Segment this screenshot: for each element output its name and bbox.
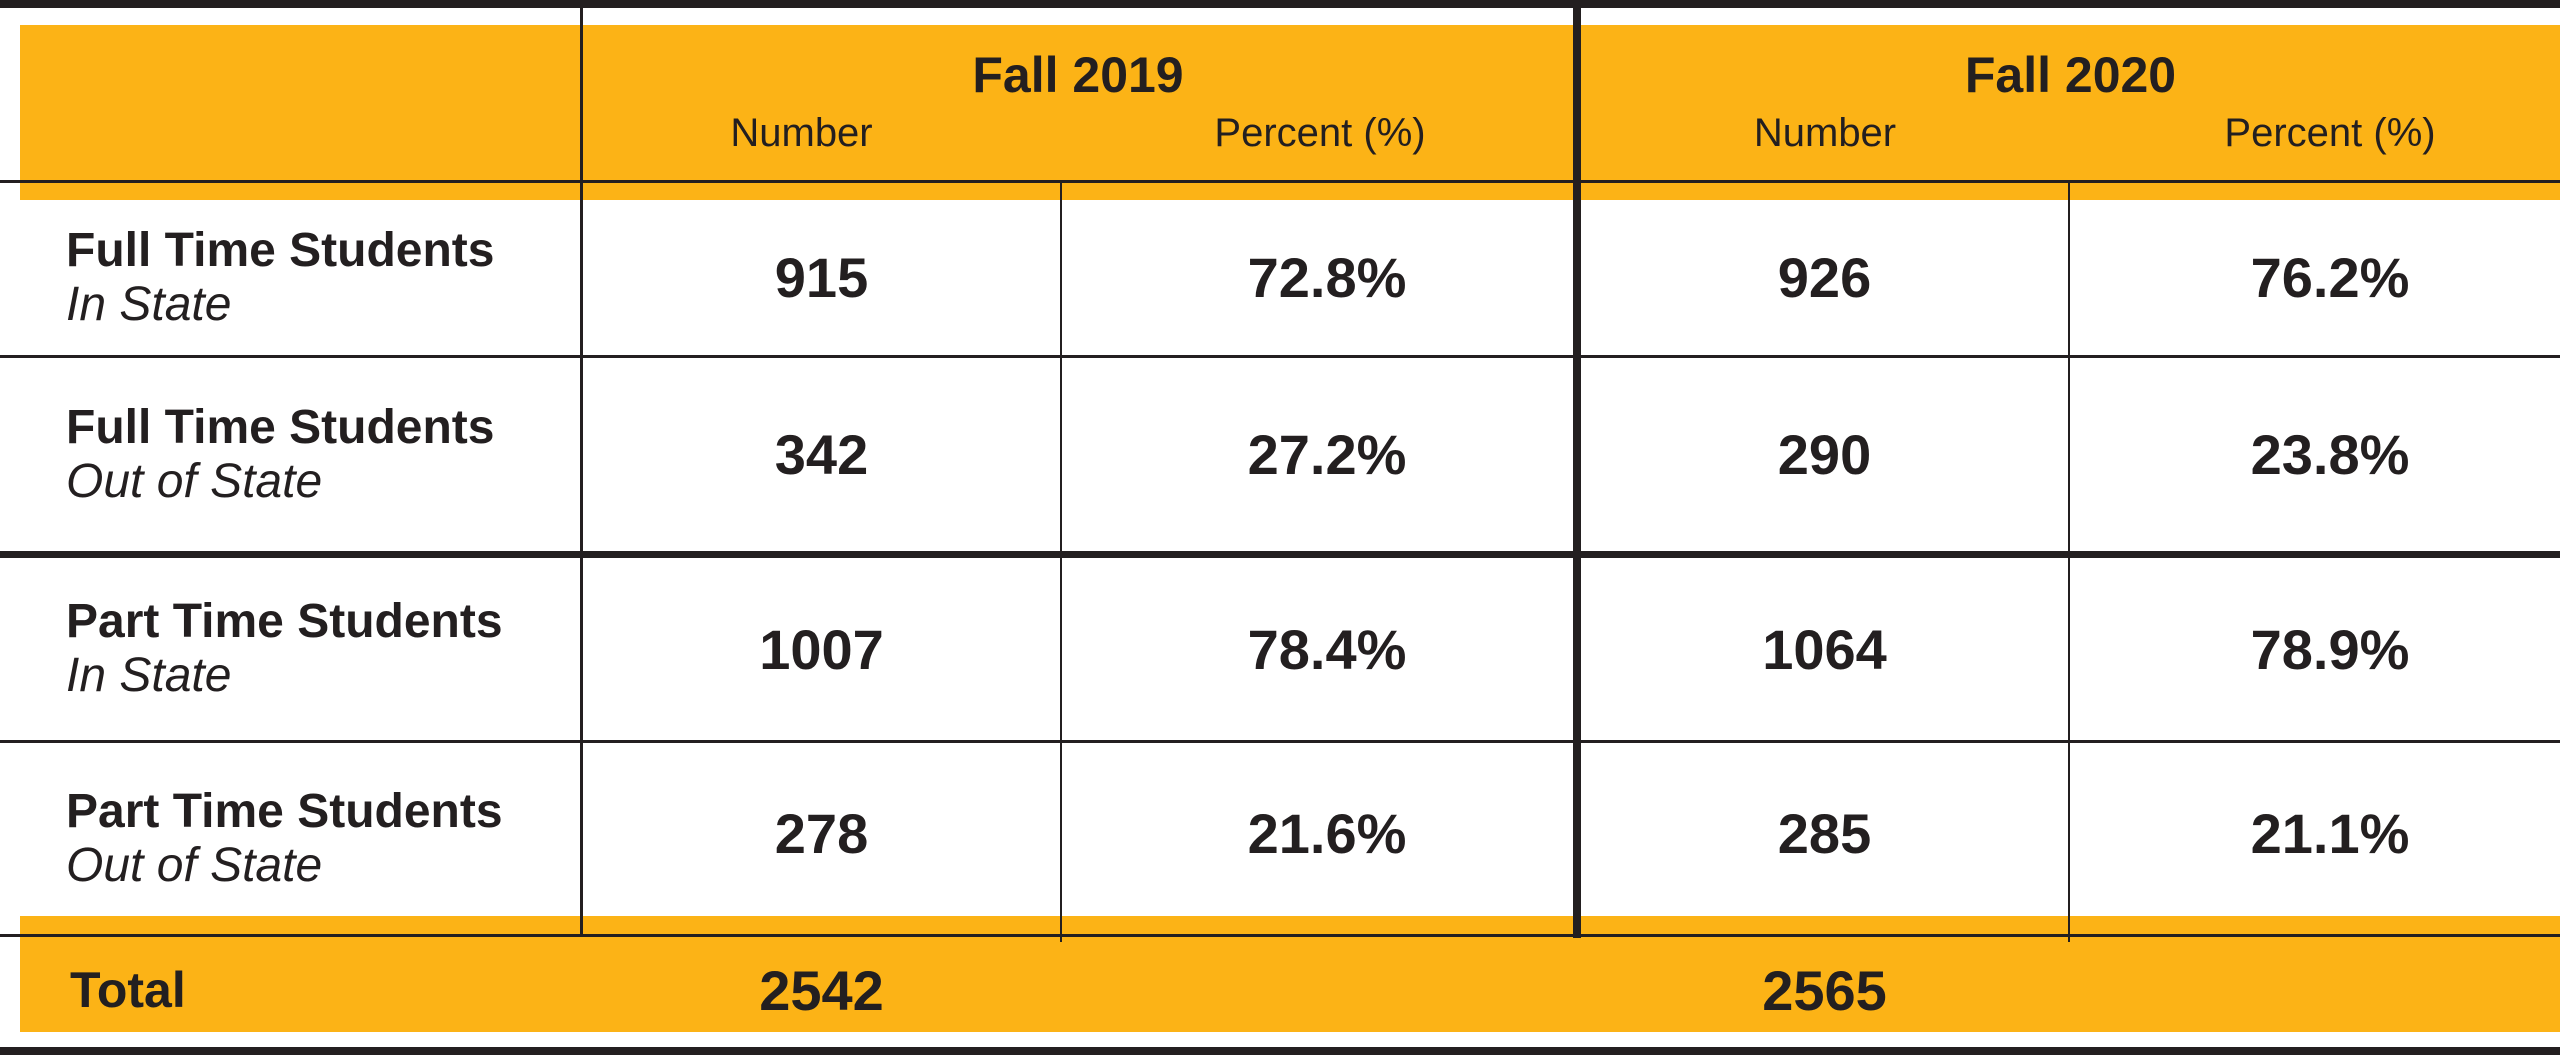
table-cell: 27.2% (1247, 423, 1407, 486)
total-value-2020: 2565 (1762, 958, 1887, 1022)
row-label-part-time-in-state: Part Time Students In State (66, 558, 503, 740)
row-divider-3 (0, 740, 2560, 743)
subheader-percent-2019: Percent (%) (1214, 110, 1426, 155)
table-cell: 76.2% (2250, 246, 2410, 309)
header-divider (0, 180, 2560, 183)
subheader-percent-2020: Percent (%) (2224, 110, 2436, 155)
table-cell: 78.4% (1247, 617, 1407, 681)
row-label-main: Part Time Students (66, 595, 503, 648)
subheader-number-2019: Number (730, 110, 873, 155)
row-label-full-time-out-of-state: Full Time Students Out of State (66, 358, 494, 551)
table-cell: 342 (774, 423, 869, 486)
table-cell: 78.9% (2250, 617, 2410, 681)
row-label-sub: In State (66, 277, 232, 331)
total-value-2019: 2542 (759, 958, 884, 1022)
fall2020-inner-divider (2068, 182, 2070, 942)
row-label-main: Part Time Students (66, 784, 503, 838)
table-cell: 21.6% (1247, 801, 1407, 865)
year-group-divider (1573, 8, 1581, 938)
total-divider (0, 934, 2560, 937)
column-group-fall-2020: Fall 2020 (1964, 47, 2177, 103)
row-label-full-time-in-state: Full Time Students In State (66, 200, 494, 355)
top-rule (0, 0, 2560, 8)
column-group-fall-2019: Fall 2019 (972, 47, 1184, 103)
table-cell: 1064 (1762, 617, 1887, 681)
header-band (20, 25, 2560, 200)
table-cell: 23.8% (2250, 423, 2410, 486)
row-label-main: Full Time Students (66, 223, 495, 277)
row-divider-1 (0, 355, 2560, 358)
total-label: Total (70, 962, 186, 1018)
row-label-part-time-out-of-state: Part Time Students Out of State (66, 743, 503, 934)
table-cell: 926 (1777, 246, 1872, 309)
table-cell: 72.8% (1247, 246, 1407, 309)
subheader-number-2020: Number (1753, 110, 1897, 155)
table-cell: 278 (774, 801, 869, 865)
label-column-divider (580, 8, 583, 934)
table-cell: 285 (1777, 801, 1872, 865)
bottom-rule (0, 1047, 2560, 1055)
row-label-main: Full Time Students (66, 400, 495, 454)
section-divider (0, 551, 2560, 558)
fall2019-inner-divider (1060, 182, 1062, 942)
table-cell: 915 (774, 246, 869, 309)
row-label-sub: Out of State (66, 838, 323, 892)
row-label-sub: Out of State (66, 454, 323, 508)
table-cell: 1007 (759, 617, 884, 681)
table-cell: 290 (1777, 423, 1872, 486)
table-cell: 21.1% (2250, 801, 2410, 865)
table-body-background (0, 200, 2560, 916)
row-label-sub: In State (66, 649, 232, 702)
